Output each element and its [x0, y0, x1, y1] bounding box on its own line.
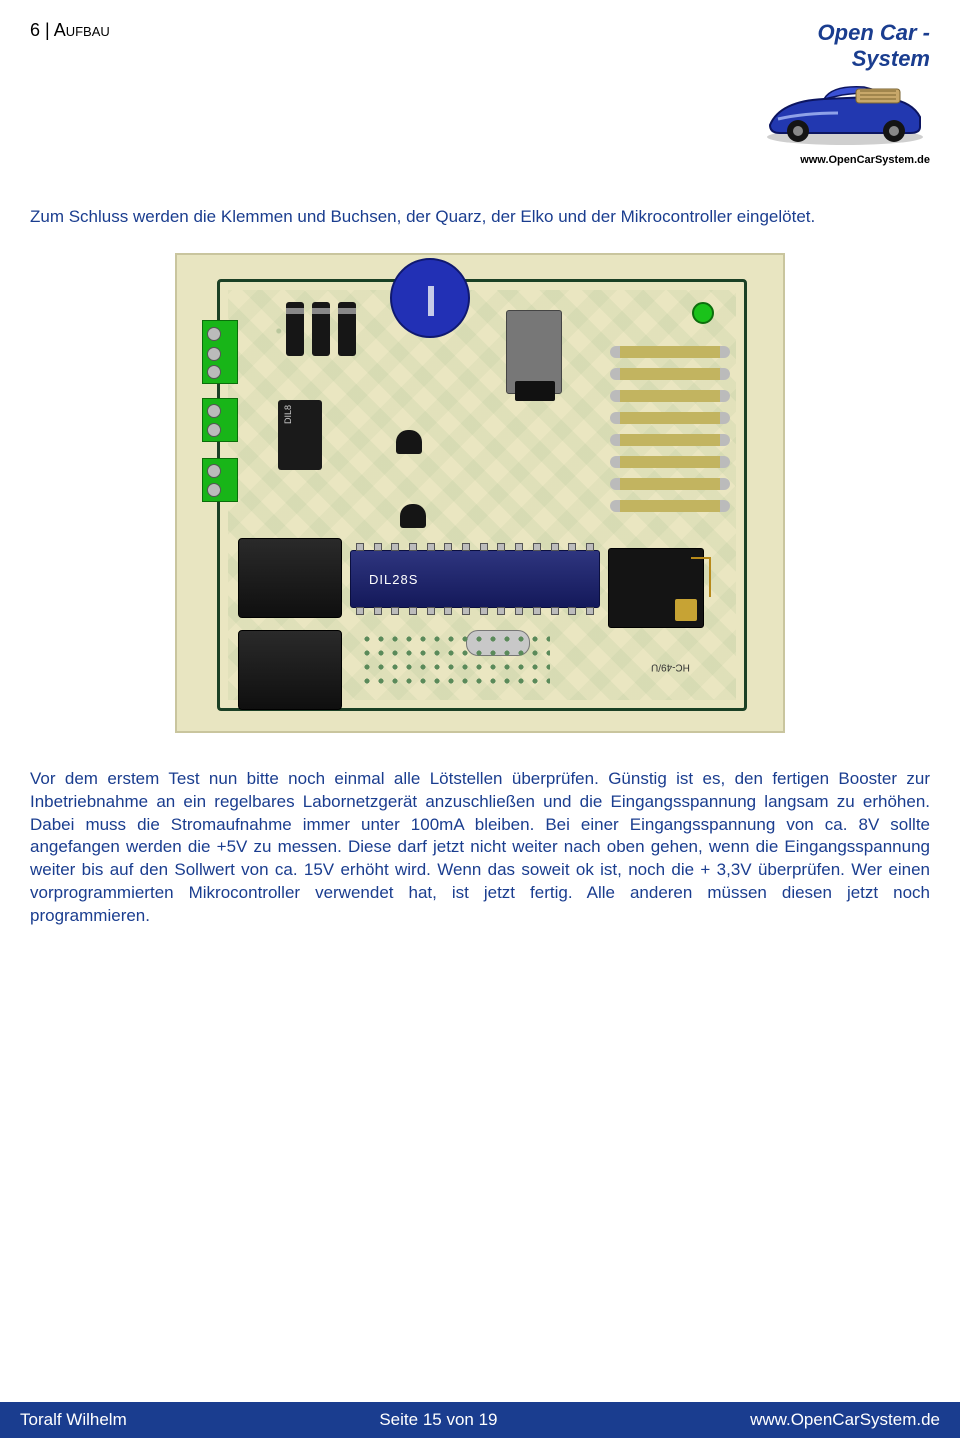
section-title: Aufbau [54, 20, 110, 40]
paragraph-1: Zum Schluss werden die Klemmen und Buchs… [30, 206, 930, 229]
page-footer: Toralf Wilhelm Seite 15 von 19 www.OpenC… [0, 1402, 960, 1438]
brand-url: www.OpenCarSystem.de [760, 154, 930, 166]
footer-url: www.OpenCarSystem.de [750, 1410, 940, 1430]
transistor-1 [396, 430, 422, 454]
footer-page: Seite 15 von 19 [379, 1410, 497, 1430]
terminal-block-3 [202, 320, 238, 384]
section-sep: | [45, 20, 54, 40]
proto-area [360, 632, 550, 690]
brand-title: Open Car - System [760, 20, 930, 73]
mcu-label: DIL28S [369, 571, 418, 589]
resistor-5 [610, 434, 730, 446]
page-content: Zum Schluss werden die Klemmen und Buchs… [0, 176, 960, 928]
resistor-2 [610, 368, 730, 380]
transistor-2 [400, 504, 426, 528]
relay-1 [238, 538, 342, 618]
terminal-block-2a [202, 398, 238, 442]
paragraph-2: Vor dem erstem Test nun bitte noch einma… [30, 768, 930, 929]
section-heading: 6 | Aufbau [30, 20, 110, 41]
dil8-chip: DIL8 [278, 400, 322, 470]
pcb-board: DIL8 DIL28S HC-49/U [217, 279, 747, 711]
resistor-3 [610, 390, 730, 402]
section-number: 6 [30, 20, 40, 40]
brand-line2: System [852, 46, 930, 71]
footer-author: Toralf Wilhelm [20, 1410, 127, 1430]
rf-module [608, 548, 704, 628]
diode-2 [312, 302, 330, 356]
diode-3 [338, 302, 356, 356]
pcb-figure: DIL8 DIL28S HC-49/U [30, 253, 930, 740]
terminal-block-2b [202, 458, 238, 502]
resistor-1 [610, 346, 730, 358]
voltage-regulator [506, 310, 562, 394]
elko-capacitor [390, 258, 470, 338]
mcu-dil28: DIL28S [350, 550, 600, 608]
resistor-4 [610, 412, 730, 424]
dil8-label: DIL8 [282, 405, 294, 424]
relay-2 [238, 630, 342, 710]
led-green [692, 302, 714, 324]
pcb-diagram: DIL8 DIL28S HC-49/U [175, 253, 785, 733]
brand-block: Open Car - System www.OpenCarSystem.de [760, 20, 930, 166]
resistor-8 [610, 500, 730, 512]
page-header: 6 | Aufbau Open Car - System www.OpenCar… [0, 0, 960, 176]
brand-line1: Open Car - [818, 20, 930, 45]
diode-1 [286, 302, 304, 356]
resistor-6 [610, 456, 730, 468]
car-logo-icon [760, 77, 930, 147]
rf-label: HC-49/U [651, 660, 690, 674]
resistor-7 [610, 478, 730, 490]
